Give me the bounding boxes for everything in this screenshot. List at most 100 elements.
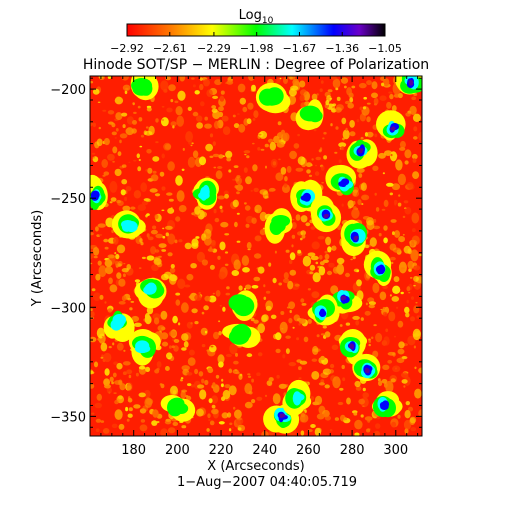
texture-speck: [312, 272, 321, 283]
texture-speck: [138, 158, 141, 162]
texture-speck: [124, 90, 128, 95]
texture-speck: [235, 416, 244, 426]
texture-speck: [120, 189, 126, 196]
texture-speck: [174, 239, 178, 244]
texture-speck: [217, 166, 223, 169]
texture-speck: [169, 267, 176, 273]
texture-speck: [155, 118, 159, 123]
texture-speck: [332, 245, 337, 251]
texture-speck: [244, 205, 251, 211]
texture-speck: [99, 294, 104, 300]
texture-speck: [375, 332, 383, 343]
texture-speck: [325, 236, 332, 246]
texture-speck: [316, 334, 320, 338]
texture-speck: [209, 246, 212, 249]
texture-speck: [375, 207, 380, 212]
texture-speck: [219, 241, 226, 251]
texture-speck: [100, 356, 104, 359]
texture-speck: [170, 99, 174, 103]
texture-speck: [400, 267, 405, 270]
texture-speck: [145, 198, 151, 203]
texture-speck: [160, 310, 168, 320]
texture-speck: [303, 336, 309, 343]
feature-blob: [134, 344, 150, 354]
colorbar-tick-label: −2.92: [110, 42, 144, 55]
texture-speck: [97, 101, 101, 104]
polarization-feature: [192, 177, 219, 210]
texture-speck: [155, 233, 163, 239]
texture-speck: [233, 165, 239, 169]
texture-speck: [374, 192, 377, 196]
texture-speck: [263, 284, 266, 288]
texture-speck: [208, 419, 211, 421]
texture-speck: [366, 102, 371, 105]
texture-speck: [371, 336, 374, 340]
texture-speck: [389, 243, 397, 251]
texture-speck: [265, 300, 274, 311]
texture-speck: [300, 298, 305, 303]
texture-speck: [224, 233, 230, 236]
texture-speck: [350, 258, 353, 261]
polarization-feature: [130, 76, 159, 101]
colorbar-tick-label: −1.67: [283, 42, 317, 55]
texture-speck: [410, 427, 417, 432]
texture-speck: [287, 280, 294, 290]
texture-speck: [330, 363, 335, 369]
texture-speck: [141, 200, 149, 206]
texture-speck: [362, 387, 366, 392]
texture-speck: [123, 263, 126, 265]
texture-speck: [198, 292, 202, 294]
texture-speck: [418, 367, 422, 374]
texture-speck: [378, 380, 383, 387]
texture-speck: [368, 304, 375, 309]
texture-speck: [190, 144, 193, 147]
texture-speck: [288, 301, 296, 310]
texture-speck: [195, 236, 200, 239]
texture-speck: [399, 356, 402, 358]
polarization-feature: [363, 250, 392, 286]
texture-speck: [161, 209, 165, 212]
texture-speck: [282, 132, 290, 142]
texture-speck: [226, 80, 234, 85]
texture-speck: [149, 188, 158, 193]
texture-speck: [258, 133, 262, 136]
texture-speck: [310, 396, 315, 401]
texture-speck: [92, 156, 95, 159]
texture-speck: [199, 389, 207, 400]
texture-speck: [147, 167, 153, 174]
texture-speck: [201, 378, 205, 384]
texture-speck: [299, 94, 305, 102]
texture-speck: [93, 361, 99, 368]
texture-speck: [152, 409, 159, 418]
texture-speck: [246, 353, 253, 358]
texture-speck: [298, 318, 306, 325]
texture-speck: [228, 368, 233, 374]
feature-blob: [349, 343, 354, 348]
texture-speck: [186, 273, 194, 281]
texture-speck: [207, 248, 214, 252]
texture-speck: [144, 389, 151, 398]
texture-speck: [156, 361, 162, 368]
texture-speck: [334, 417, 339, 421]
texture-speck: [368, 340, 372, 343]
feature-blob: [338, 181, 347, 187]
texture-speck: [362, 392, 370, 399]
texture-speck: [372, 225, 381, 230]
texture-speck: [358, 82, 367, 89]
texture-speck: [119, 133, 128, 139]
texture-speck: [200, 327, 208, 336]
texture-speck: [225, 353, 232, 358]
texture-speck: [401, 372, 409, 378]
texture-speck: [273, 135, 280, 144]
texture-speck: [113, 236, 119, 245]
texture-speck: [127, 397, 133, 403]
texture-speck: [212, 153, 220, 158]
texture-speck: [360, 414, 364, 418]
texture-speck: [238, 123, 246, 133]
texture-speck: [382, 285, 388, 289]
heatmap: [90, 76, 422, 436]
x-axis: 180 200 220 240 260 280 300: [100, 76, 419, 458]
texture-speck: [315, 261, 319, 265]
texture-speck: [356, 279, 362, 287]
texture-speck: [418, 409, 422, 418]
